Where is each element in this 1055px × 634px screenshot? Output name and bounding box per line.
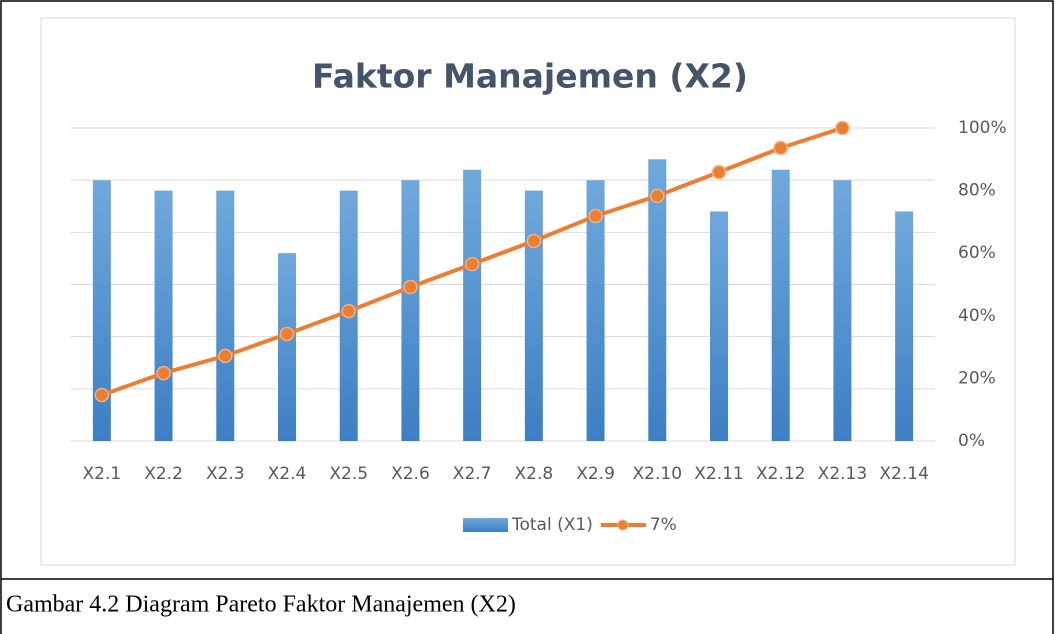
y2-tick-label: 60% — [958, 243, 996, 263]
y2-tick-label: 40% — [958, 306, 996, 326]
x-tick-label: X2.3 — [206, 464, 245, 484]
bar — [401, 180, 420, 441]
legend-label: Total (X1) — [511, 515, 593, 535]
bar — [154, 190, 173, 441]
bar — [895, 211, 914, 441]
chart-title: Faktor Manajemen (X2) — [312, 57, 748, 96]
line-marker — [218, 348, 233, 364]
line-marker — [464, 256, 480, 272]
x-tick-label: X2.9 — [576, 464, 615, 484]
caption: Gambar 4.2 Diagram Pareto Faktor Manajem… — [6, 592, 516, 618]
bar — [710, 211, 728, 441]
bar — [586, 180, 605, 441]
bar — [278, 253, 296, 441]
legend-swatch — [463, 518, 508, 532]
x-tick-label: X2.14 — [879, 464, 929, 484]
line-marker — [650, 188, 665, 204]
bar — [771, 169, 790, 441]
bar — [216, 190, 235, 441]
legend-swatch — [617, 519, 629, 531]
x-tick-label: X2.2 — [144, 464, 183, 484]
bar — [463, 169, 482, 441]
line-marker — [403, 279, 418, 295]
x-tick-label: X2.4 — [268, 464, 307, 484]
x-tick-label: X2.5 — [329, 464, 368, 484]
line-marker — [711, 164, 727, 180]
y2-tick-label: 100% — [958, 118, 1007, 138]
x-tick-label: X2.8 — [515, 464, 554, 484]
x-tick-label: X2.11 — [694, 464, 744, 484]
x-tick-label: X2.10 — [633, 464, 683, 484]
y2-tick-label: 20% — [958, 368, 996, 388]
bar — [524, 190, 543, 441]
x-tick-label: X2.13 — [818, 464, 868, 484]
bar — [92, 180, 111, 441]
y2-tick-label: 0% — [958, 431, 985, 451]
line-marker — [526, 233, 542, 249]
line-marker — [773, 140, 788, 156]
line-marker — [341, 303, 356, 319]
x-tick-label: X2.1 — [83, 464, 122, 484]
line-marker — [94, 387, 110, 403]
x-tick-label: X2.7 — [453, 464, 492, 484]
legend-label: 7% — [650, 515, 677, 535]
line-marker — [835, 120, 850, 136]
x-tick-label: X2.6 — [391, 464, 430, 484]
plot: 0% 20% 40% 60% 80% 100% X2.1 X2.2 X2.3 X2.4 X2.5 X2… — [71, 118, 1007, 535]
line-marker — [156, 365, 171, 381]
y2-tick-label: 80% — [958, 181, 996, 201]
line-marker — [588, 208, 603, 224]
bar — [648, 159, 667, 442]
line-marker — [279, 326, 295, 342]
bar — [833, 180, 852, 441]
x-tick-label: X2.12 — [756, 464, 806, 484]
